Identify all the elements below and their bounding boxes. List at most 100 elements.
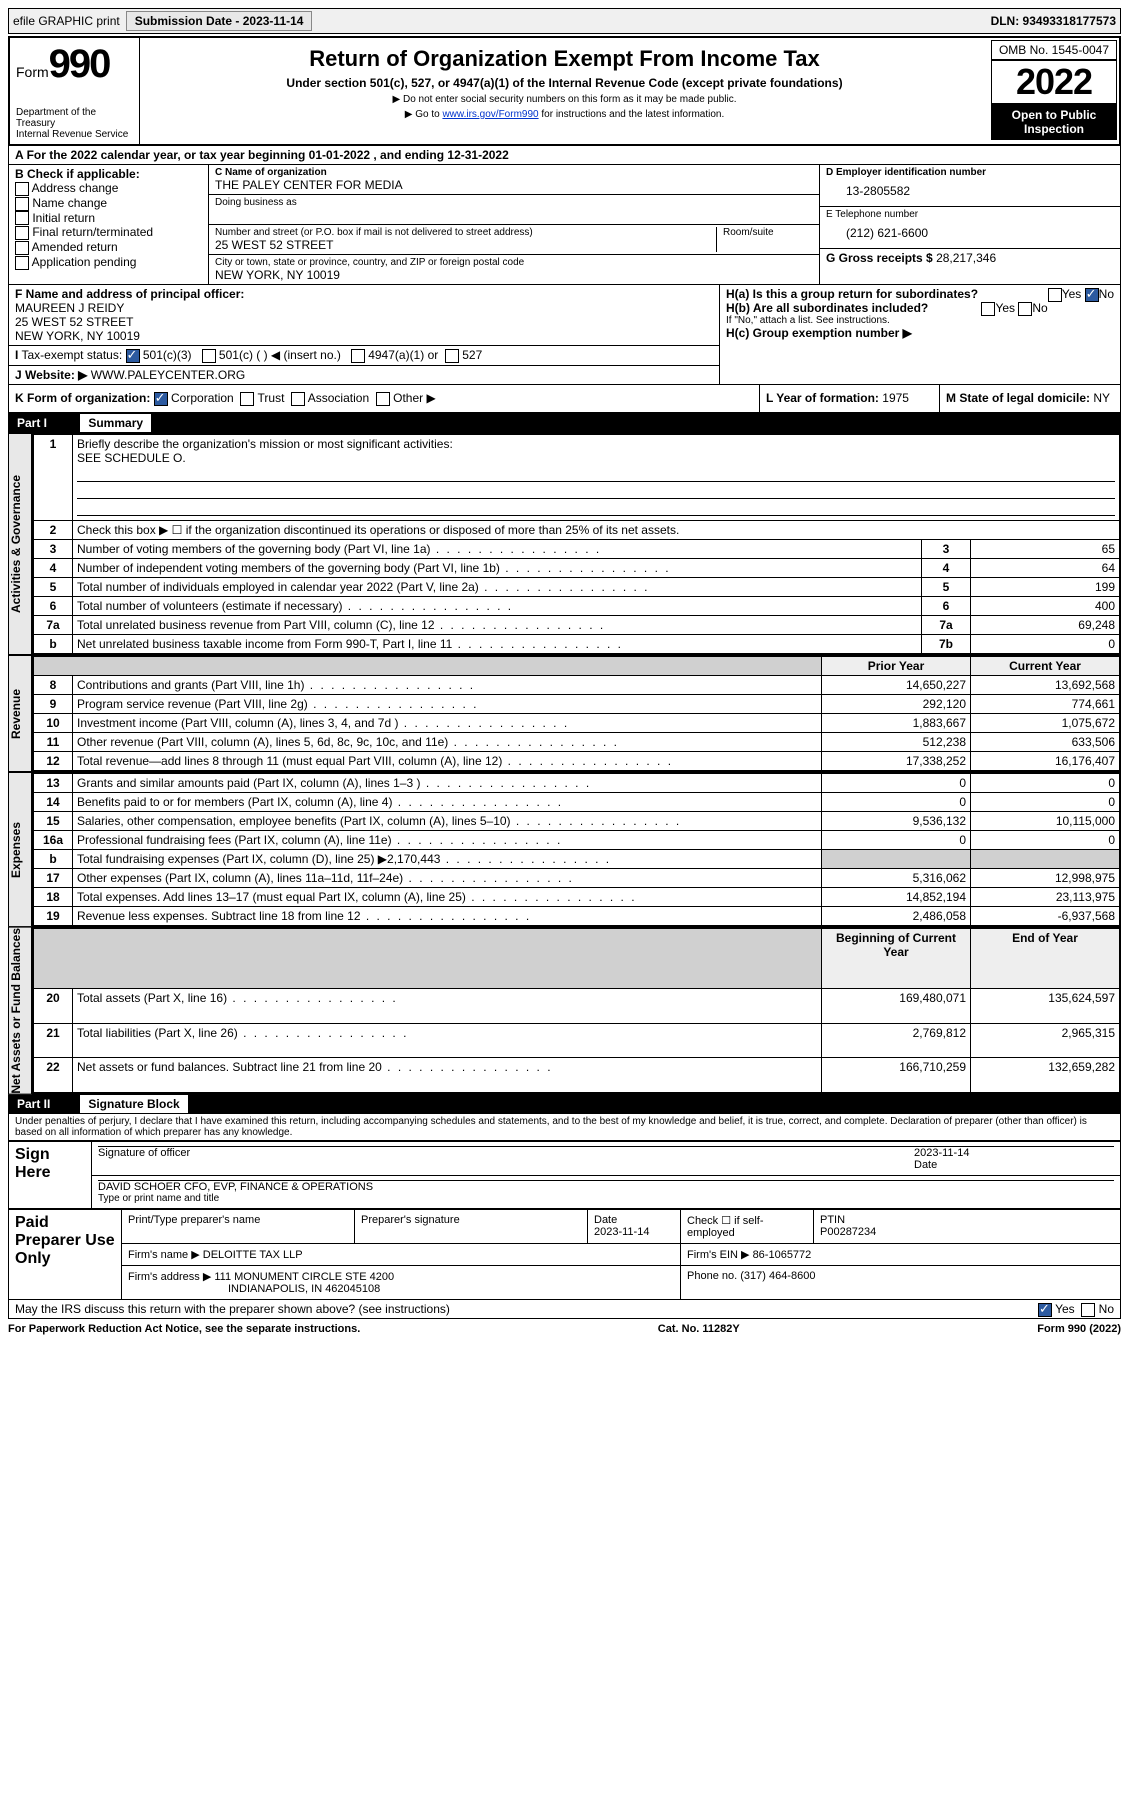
- h-note: If "No," attach a list. See instructions…: [726, 315, 1114, 326]
- form990-link[interactable]: www.irs.gov/Form990: [442, 109, 538, 120]
- line-i: I Tax-exempt status: 501(c)(3) 501(c) ( …: [9, 345, 719, 365]
- line-a: A For the 2022 calendar year, or tax yea…: [8, 146, 1121, 165]
- sig-officer-label: Signature of officer: [98, 1146, 914, 1171]
- preparer-sig-label: Preparer's signature: [361, 1214, 460, 1226]
- check-hb-no[interactable]: [1018, 302, 1032, 316]
- firm-ein: 86-1065772: [753, 1249, 812, 1261]
- check-name-change[interactable]: [15, 197, 29, 211]
- col-current-year: Current Year: [971, 656, 1121, 676]
- check-501c[interactable]: [202, 349, 216, 363]
- table-row: bTotal fundraising expenses (Part IX, co…: [33, 849, 1120, 868]
- table-row: 13Grants and similar amounts paid (Part …: [33, 773, 1120, 793]
- table-row: 7aTotal unrelated business revenue from …: [33, 615, 1120, 634]
- officer-addr2: NEW YORK, NY 10019: [15, 329, 713, 343]
- check-hb-yes[interactable]: [981, 302, 995, 316]
- firm-name: DELOITTE TAX LLP: [203, 1249, 303, 1261]
- mission-text: SEE SCHEDULE O.: [77, 451, 186, 465]
- entity-block: B Check if applicable: Address change Na…: [8, 165, 1121, 285]
- table-row: bNet unrelated business taxable income f…: [33, 634, 1120, 654]
- website: WWW.PALEYCENTER.ORG: [91, 368, 245, 382]
- h-b: H(b) Are all subordinates included? Yes …: [726, 301, 1114, 315]
- org-name: THE PALEY CENTER FOR MEDIA: [215, 178, 813, 192]
- check-discuss-yes[interactable]: [1038, 1303, 1052, 1317]
- check-assoc[interactable]: [291, 392, 305, 406]
- check-ha-yes[interactable]: [1048, 288, 1062, 302]
- check-527[interactable]: [445, 349, 459, 363]
- efile-label: efile GRAPHIC print: [13, 14, 120, 28]
- org-street: 25 WEST 52 STREET: [215, 238, 716, 252]
- h-a: H(a) Is this a group return for subordin…: [726, 287, 1114, 301]
- state-domicile: NY: [1093, 391, 1110, 405]
- table-row: 4Number of independent voting members of…: [33, 558, 1120, 577]
- form-subtitle: Under section 501(c), 527, or 4947(a)(1)…: [144, 76, 985, 90]
- klm-row: K Form of organization: Corporation Trus…: [8, 385, 1121, 413]
- side-netassets: Net Assets or Fund Balances: [8, 927, 32, 1095]
- officer-addr1: 25 WEST 52 STREET: [15, 315, 713, 329]
- dept-treasury: Department of the Treasury: [16, 107, 133, 129]
- paid-preparer-label: Paid Preparer Use Only: [9, 1210, 122, 1300]
- efile-topbar: efile GRAPHIC print Submission Date - 20…: [8, 8, 1121, 34]
- col-begin-year: Beginning of Current Year: [822, 928, 971, 989]
- gross-receipts: 28,217,346: [936, 251, 996, 265]
- table-row: 9Program service revenue (Part VIII, lin…: [33, 694, 1120, 713]
- label-org-name: C Name of organization: [215, 167, 813, 178]
- org-city: NEW YORK, NY 10019: [215, 268, 813, 282]
- part1-top: Activities & Governance 1 Briefly descri…: [8, 433, 1121, 655]
- part1-revenue: Revenue Prior YearCurrent Year 8Contribu…: [8, 655, 1121, 772]
- check-final-return[interactable]: [15, 226, 29, 240]
- line-2: Check this box ▶ ☐ if the organization d…: [73, 520, 1121, 539]
- form-ref: Form 990 (2022): [1037, 1323, 1121, 1335]
- label-dba: Doing business as: [215, 197, 813, 208]
- check-address-change[interactable]: [15, 182, 29, 196]
- check-4947[interactable]: [351, 349, 365, 363]
- check-501c3[interactable]: [126, 349, 140, 363]
- perjury-declaration: Under penalties of perjury, I declare th…: [8, 1114, 1121, 1141]
- check-trust[interactable]: [240, 392, 254, 406]
- side-revenue: Revenue: [8, 655, 32, 772]
- form-title: Return of Organization Exempt From Incom…: [144, 46, 985, 72]
- ptin: P00287234: [820, 1226, 876, 1238]
- side-governance: Activities & Governance: [8, 433, 32, 655]
- table-row: 10Investment income (Part VIII, column (…: [33, 713, 1120, 732]
- check-corp[interactable]: [154, 392, 168, 406]
- note-ssn: ▶ Do not enter social security numbers o…: [144, 94, 985, 105]
- check-other[interactable]: [376, 392, 390, 406]
- table-row: 6Total number of volunteers (estimate if…: [33, 596, 1120, 615]
- omb-box: OMB No. 1545-0047: [991, 40, 1117, 60]
- check-ha-no[interactable]: [1085, 288, 1099, 302]
- officer-printed-name: DAVID SCHOER CFO, EVP, FINANCE & OPERATI…: [98, 1180, 1114, 1193]
- form-number: Form990: [16, 42, 133, 87]
- officer-name: MAUREEN J REIDY: [15, 301, 713, 315]
- note-goto: ▶ Go to www.irs.gov/Form990 for instruct…: [144, 109, 985, 120]
- label-k: K Form of organization:: [15, 391, 150, 405]
- label-gross: G Gross receipts $: [826, 251, 933, 265]
- check-discuss-no[interactable]: [1081, 1303, 1095, 1317]
- table-row: 22Net assets or fund balances. Subtract …: [33, 1058, 1120, 1094]
- check-application-pending[interactable]: [15, 256, 29, 270]
- part1-expenses: Expenses 13Grants and similar amounts pa…: [8, 772, 1121, 927]
- label-room: Room/suite: [723, 227, 813, 238]
- table-row: 3Number of voting members of the governi…: [33, 539, 1120, 558]
- form-header: Form990 Department of the Treasury Inter…: [8, 36, 1121, 146]
- side-expenses: Expenses: [8, 772, 32, 927]
- table-row: 5Total number of individuals employed in…: [33, 577, 1120, 596]
- label-street: Number and street (or P.O. box if mail i…: [215, 227, 716, 238]
- page-footer: For Paperwork Reduction Act Notice, see …: [8, 1323, 1121, 1335]
- preparer-name-label: Print/Type preparer's name: [128, 1214, 260, 1226]
- table-row: 8Contributions and grants (Part VIII, li…: [33, 675, 1120, 694]
- col-prior-year: Prior Year: [822, 656, 971, 676]
- table-row: 20Total assets (Part X, line 16)169,480,…: [33, 989, 1120, 1024]
- submission-date-button[interactable]: Submission Date - 2023-11-14: [126, 11, 313, 31]
- check-amended-return[interactable]: [15, 241, 29, 255]
- h-c: H(c) Group exemption number ▶: [726, 326, 1114, 340]
- label-city: City or town, state or province, country…: [215, 257, 813, 268]
- preparer-date: 2023-11-14: [594, 1226, 649, 1238]
- ein: 13-2805582: [846, 184, 1114, 198]
- phone: (212) 621-6600: [846, 226, 1114, 240]
- table-row: 11Other revenue (Part VIII, column (A), …: [33, 732, 1120, 751]
- table-row: 18Total expenses. Add lines 13–17 (must …: [33, 887, 1120, 906]
- table-row: 12Total revenue—add lines 8 through 11 (…: [33, 751, 1120, 771]
- check-initial-return[interactable]: [15, 211, 29, 225]
- table-row: 21Total liabilities (Part X, line 26)2,7…: [33, 1023, 1120, 1058]
- irs-label: Internal Revenue Service: [16, 129, 133, 140]
